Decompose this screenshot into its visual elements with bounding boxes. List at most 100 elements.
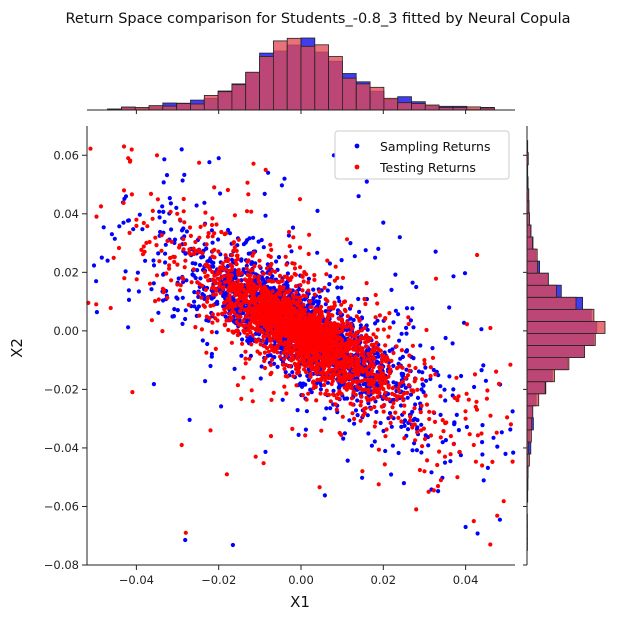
- data-point: [428, 376, 433, 382]
- data-point: [256, 296, 262, 301]
- data-point: [251, 235, 256, 240]
- data-point: [343, 364, 349, 369]
- data-point: [317, 294, 322, 300]
- data-point: [295, 351, 300, 356]
- data-point: [360, 475, 365, 480]
- data-point: [393, 272, 398, 277]
- data-point: [292, 331, 297, 336]
- data-point: [214, 330, 219, 335]
- legend-marker-sampling: [354, 143, 360, 149]
- data-point: [320, 375, 325, 380]
- data-point: [322, 351, 327, 356]
- data-point: [201, 303, 206, 308]
- hist-bar: [526, 236, 533, 250]
- data-point: [311, 301, 316, 306]
- hist-bar: [526, 357, 570, 371]
- data-point: [232, 213, 237, 218]
- data-point: [275, 303, 280, 308]
- data-point: [276, 280, 282, 285]
- data-point: [191, 267, 196, 272]
- data-point: [463, 409, 468, 414]
- data-point: [354, 314, 359, 319]
- data-point: [374, 340, 379, 345]
- data-point: [301, 302, 306, 307]
- data-point: [480, 452, 485, 457]
- data-point: [387, 348, 392, 353]
- data-point: [234, 319, 239, 325]
- data-point: [297, 329, 302, 334]
- data-point: [345, 396, 350, 401]
- data-point: [313, 368, 318, 373]
- data-point: [414, 507, 419, 512]
- data-point: [202, 222, 207, 227]
- data-point: [216, 237, 221, 242]
- data-point: [88, 146, 93, 151]
- data-point: [323, 378, 328, 383]
- data-point: [426, 489, 431, 494]
- data-point: [386, 334, 391, 339]
- data-point: [371, 347, 376, 352]
- data-point: [117, 224, 122, 229]
- data-point: [402, 403, 407, 408]
- data-point: [414, 448, 419, 453]
- data-point: [177, 288, 183, 293]
- data-point: [262, 350, 267, 355]
- data-point: [232, 245, 237, 250]
- data-point: [228, 262, 233, 267]
- data-point: [287, 277, 292, 282]
- data-point: [259, 308, 264, 314]
- data-point: [291, 307, 296, 313]
- data-point: [235, 383, 240, 388]
- data-point: [455, 475, 460, 480]
- data-point: [391, 385, 396, 390]
- data-point: [319, 356, 324, 362]
- data-point: [243, 356, 248, 361]
- data-point: [270, 348, 275, 353]
- data-point: [435, 462, 440, 468]
- data-point: [197, 160, 202, 165]
- data-point: [383, 448, 388, 454]
- data-point: [312, 273, 317, 278]
- data-point: [295, 408, 300, 413]
- data-point: [423, 393, 428, 398]
- data-point: [121, 188, 127, 193]
- data-point: [244, 209, 250, 214]
- data-point: [334, 325, 339, 330]
- hist-bar: [526, 369, 555, 383]
- data-point: [247, 300, 252, 305]
- data-point: [131, 227, 136, 232]
- data-point: [257, 351, 262, 356]
- data-point: [348, 316, 353, 321]
- data-point: [233, 258, 238, 263]
- data-point: [198, 276, 203, 281]
- y-tick-label: −0.04: [44, 441, 79, 455]
- data-point: [287, 316, 292, 321]
- data-point: [217, 284, 222, 289]
- data-point: [251, 250, 256, 255]
- data-point: [291, 374, 296, 379]
- data-point: [375, 327, 380, 332]
- data-point: [374, 359, 379, 364]
- data-point: [383, 343, 388, 348]
- data-point: [384, 396, 389, 401]
- data-point: [305, 351, 310, 356]
- data-point: [220, 261, 225, 266]
- data-point: [314, 398, 319, 403]
- data-point: [381, 409, 386, 414]
- data-point: [279, 302, 284, 307]
- data-point: [159, 233, 164, 238]
- data-point: [214, 222, 219, 227]
- data-point: [464, 424, 469, 430]
- data-point: [463, 416, 468, 421]
- data-point: [356, 369, 362, 374]
- data-point: [331, 388, 336, 393]
- data-point: [226, 227, 231, 233]
- data-point: [304, 397, 309, 402]
- data-point: [221, 293, 226, 299]
- data-point: [309, 390, 314, 395]
- data-point: [340, 329, 345, 334]
- data-point: [508, 427, 513, 432]
- data-point: [108, 305, 113, 311]
- data-point: [282, 332, 287, 337]
- data-point: [415, 395, 421, 400]
